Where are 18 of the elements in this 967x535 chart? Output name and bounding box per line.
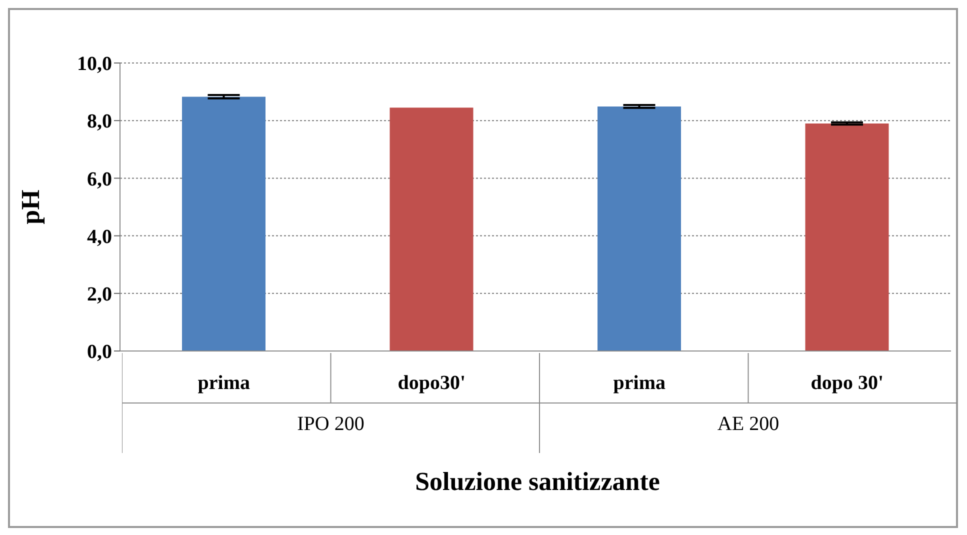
bar — [182, 96, 266, 351]
y-tick-label: 2,0 — [87, 284, 112, 306]
x-tick-label: prima — [613, 372, 666, 394]
y-tick-label: 4,0 — [87, 226, 112, 248]
y-tick-label: 10,0 — [77, 53, 112, 76]
y-tick-label: 8,0 — [87, 110, 112, 133]
text: AE 200 — [716, 413, 780, 436]
y-axis-title: pH — [16, 190, 46, 224]
bar — [598, 106, 681, 351]
y-tick-label: 6,0 — [87, 168, 112, 190]
x-tick-label: dopo 30' — [810, 372, 884, 394]
x-tick-label: prima — [198, 372, 250, 394]
bar — [805, 123, 889, 351]
y-tick-label: 0,0 — [87, 341, 112, 364]
x-tick-label: dopo30' — [398, 372, 466, 394]
x-axis-title: Soluzione sanitizzante — [414, 467, 661, 497]
bar — [390, 108, 474, 351]
text: IPO 200 — [296, 413, 366, 436]
